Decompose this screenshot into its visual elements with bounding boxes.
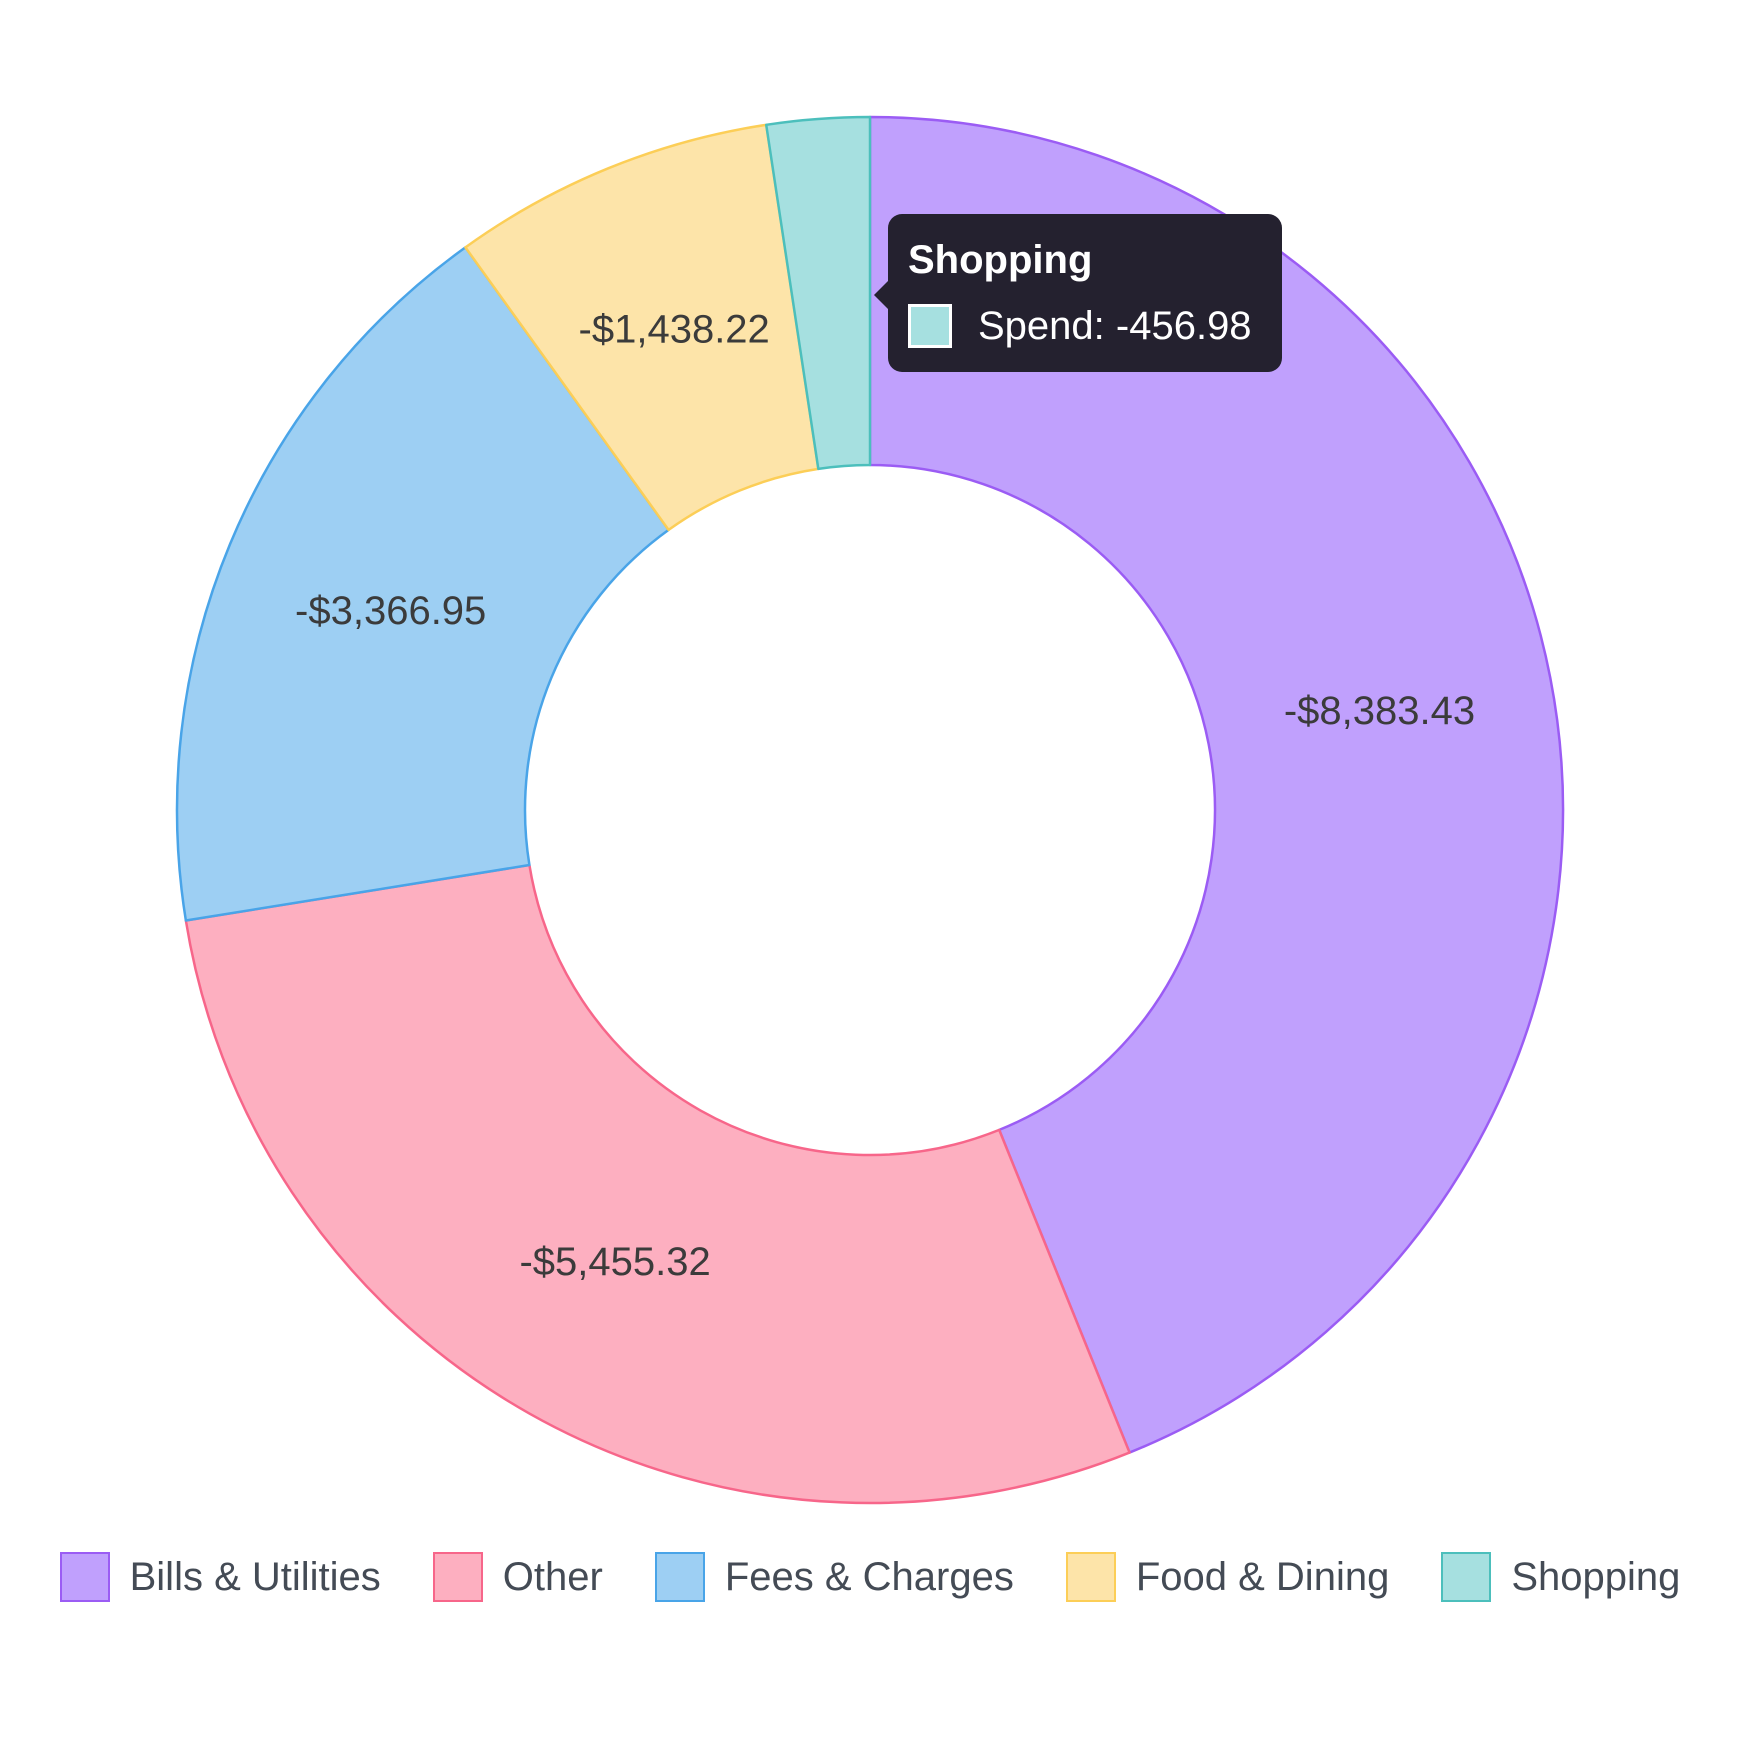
- legend-item-food-and-dining[interactable]: Food & Dining: [1065, 1550, 1390, 1604]
- legend-item-fees-and-charges[interactable]: Fees & Charges: [654, 1550, 1014, 1604]
- tooltip-value: Spend: -456.98: [978, 304, 1252, 348]
- slice-value-label-bills-and-utilities: -$8,383.43: [1284, 689, 1475, 733]
- tooltip-color-swatch: [908, 304, 952, 348]
- legend-item-shopping[interactable]: Shopping: [1441, 1550, 1680, 1604]
- legend-label: Shopping: [1511, 1554, 1681, 1599]
- legend-label: Other: [502, 1554, 603, 1599]
- slice-value-label-fees-and-charges: -$3,366.95: [295, 589, 486, 633]
- chart-legend: Bills & Utilities Other Fees & Charges Food…: [0, 1550, 1740, 1604]
- slice-bills-and-utilities[interactable]: [868, 115, 1565, 1454]
- legend-label: Fees & Charges: [724, 1554, 1014, 1599]
- doughnut-slices: [175, 115, 1565, 1505]
- slice-fees-and-charges[interactable]: [175, 246, 670, 922]
- slice-other[interactable]: [184, 863, 1131, 1505]
- legend-swatch: [1441, 1552, 1492, 1602]
- slice-value-label-food-and-dining: -$1,438.22: [579, 307, 770, 351]
- tooltip-row: Spend: -456.98: [908, 304, 1262, 348]
- legend-swatch: [59, 1552, 110, 1602]
- tooltip-caret: [874, 281, 888, 309]
- legend-swatch: [1065, 1552, 1116, 1602]
- legend-item-bills-and-utilities[interactable]: Bills & Utilities: [59, 1550, 381, 1604]
- legend-item-other[interactable]: Other: [432, 1550, 603, 1604]
- legend-label: Food & Dining: [1135, 1554, 1390, 1599]
- legend-swatch: [432, 1552, 483, 1602]
- legend-label: Bills & Utilities: [129, 1554, 381, 1599]
- tooltip-title: Shopping: [908, 238, 1093, 282]
- slice-shopping[interactable]: [764, 115, 872, 471]
- slice-labels: -$8,383.43 -$5,455.32 -$3,366.95 -$1,438.22: [295, 307, 1475, 1284]
- legend-swatch: [654, 1552, 705, 1602]
- slice-value-label-other: -$5,455.32: [519, 1240, 710, 1284]
- chart-tooltip: Shopping Spend: -456.98: [874, 214, 1282, 372]
